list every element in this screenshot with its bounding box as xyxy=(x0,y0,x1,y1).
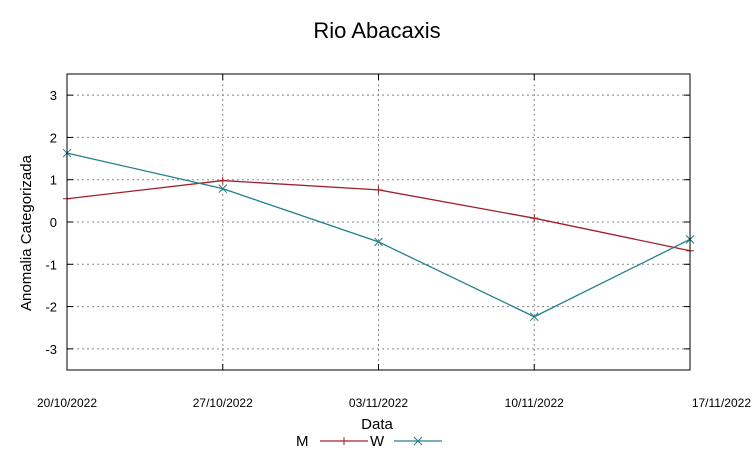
y-tick-label: -3 xyxy=(45,342,57,357)
chart-title: Rio Abacaxis xyxy=(313,18,440,43)
x-tick-label: 20/10/2022 xyxy=(37,396,97,410)
data-point-w xyxy=(529,312,539,322)
data-point-w xyxy=(218,184,228,193)
y-tick-label: 3 xyxy=(50,88,57,103)
x-tick-label: 27/10/2022 xyxy=(193,396,253,410)
series-group xyxy=(62,148,695,322)
y-tick-label: 2 xyxy=(50,130,57,145)
plot-frame xyxy=(66,73,691,371)
data-point-m xyxy=(374,185,383,194)
y-tick-label: 0 xyxy=(50,215,57,230)
legend-label-m: M xyxy=(296,433,309,450)
y-tick-label: -2 xyxy=(45,300,57,315)
y-axis-ticks: -3 -2 -1 0 1 2 3 xyxy=(45,88,690,357)
grid-lines xyxy=(66,74,691,370)
legend-marker-m xyxy=(340,437,348,445)
x-tick-label: 03/11/2022 xyxy=(349,396,408,410)
legend-marker-w xyxy=(413,436,423,446)
x-axis-ticks: 20/10/2022 27/10/2022 03/11/2022 10/11/2022… xyxy=(37,74,751,410)
data-point-m xyxy=(218,176,227,185)
x-tick-label: 10/11/2022 xyxy=(505,396,564,410)
y-tick-label: -1 xyxy=(45,257,57,272)
y-axis-label: Anomalia Categorizada xyxy=(18,154,35,311)
x-axis-label: Data xyxy=(361,416,393,433)
data-point-m xyxy=(530,214,539,223)
y-tick-label: 1 xyxy=(50,173,57,188)
x-tick-label: 17/11/2022 xyxy=(692,396,751,410)
legend-label-w: W xyxy=(370,433,385,450)
data-point-w xyxy=(374,237,383,247)
